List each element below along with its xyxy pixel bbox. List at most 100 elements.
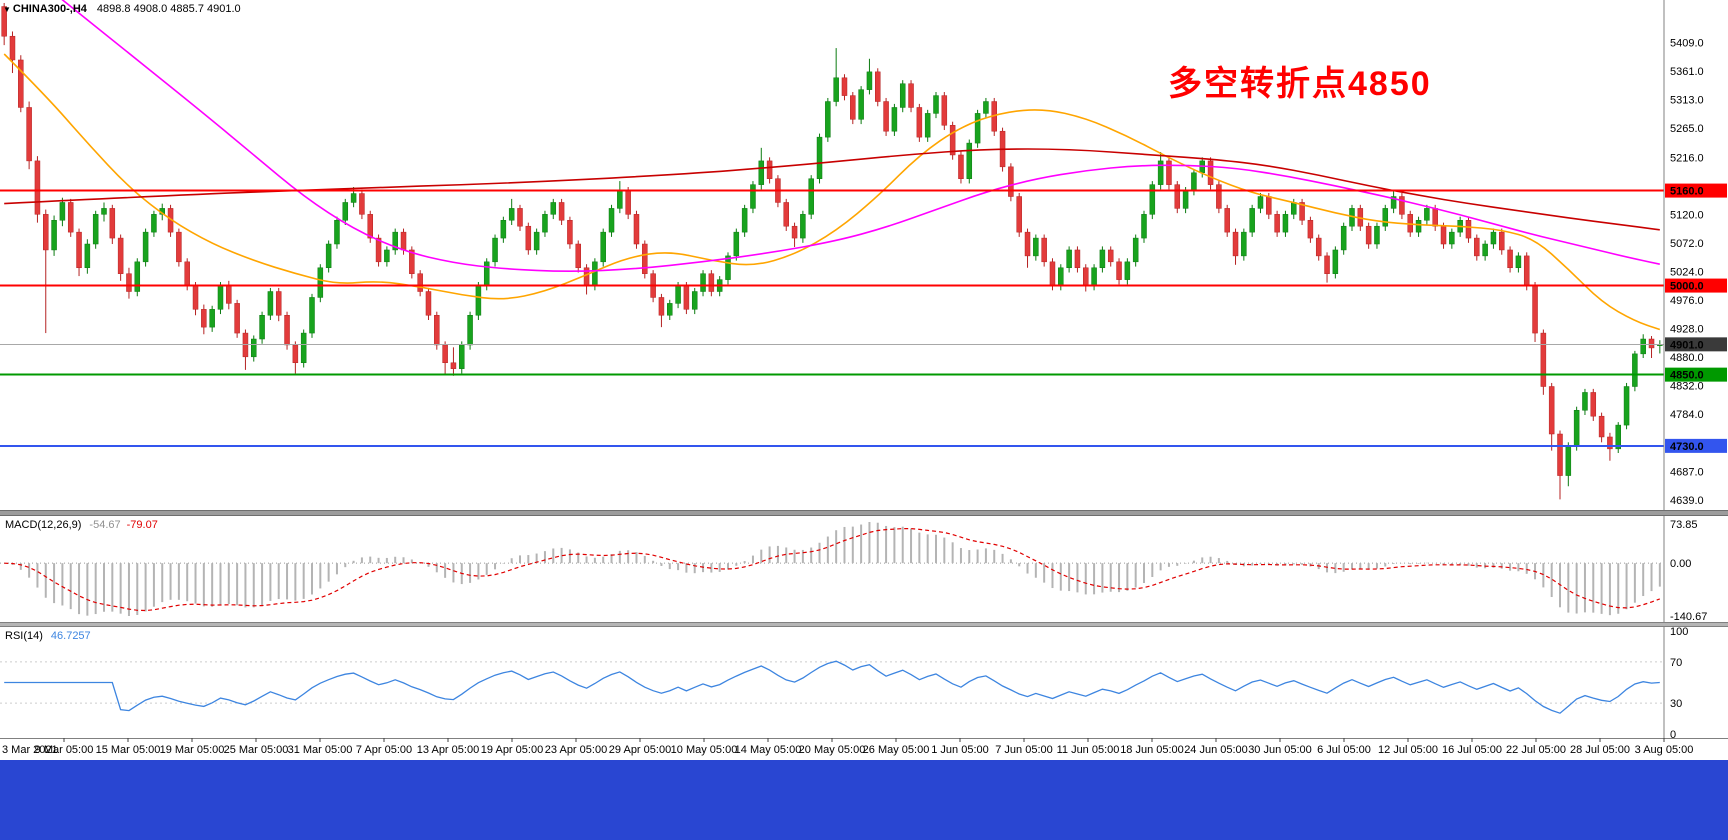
time-label: 12 Jul 05:00 <box>1378 744 1438 756</box>
time-label: 23 Apr 05:00 <box>545 744 607 756</box>
price-label: 4976.0 <box>1670 295 1704 307</box>
price-badge <box>1665 337 1727 352</box>
candle <box>708 273 715 292</box>
candle <box>1523 255 1530 286</box>
candle <box>908 83 914 108</box>
panel-separator[interactable] <box>0 510 1728 516</box>
candle <box>642 243 648 274</box>
candle <box>26 107 32 162</box>
time-label: 24 Jun 05:00 <box>1184 744 1248 756</box>
candle <box>134 261 141 292</box>
candle <box>1382 208 1389 227</box>
price-label: 5409.0 <box>1670 38 1704 50</box>
candle <box>142 231 149 263</box>
candle <box>251 338 257 358</box>
macd-histogram <box>11 522 1661 616</box>
candle <box>1216 184 1222 209</box>
candle <box>1266 196 1272 215</box>
candle <box>766 160 773 179</box>
time-label: 25 Mar 05:00 <box>224 744 289 756</box>
macd-indicator-label: MACD(12,26,9) -54.67 -79.07 <box>5 519 158 531</box>
candle <box>450 362 457 369</box>
candle <box>409 249 415 274</box>
candle <box>176 231 182 263</box>
candle <box>1008 166 1014 197</box>
time-label: 7 Apr 05:00 <box>356 744 412 756</box>
candle <box>1482 243 1488 257</box>
candle <box>1440 225 1447 245</box>
price-label: 5024.0 <box>1670 266 1704 278</box>
time-label: 3 Aug 05:00 <box>1635 744 1694 756</box>
time-label: 14 May 05:00 <box>735 744 802 756</box>
time-label: 1 Jun 05:00 <box>931 744 989 756</box>
time-label: 28 Jul 05:00 <box>1570 744 1630 756</box>
candle <box>467 315 473 346</box>
price-panel[interactable] <box>1 0 1663 500</box>
panel-separator[interactable] <box>0 622 1728 627</box>
time-label: 6 Jul 05:00 <box>1317 744 1371 756</box>
candle <box>608 208 615 233</box>
ma-orange-line <box>3 53 1661 331</box>
candle <box>916 107 923 138</box>
candle <box>242 332 249 358</box>
candle <box>192 285 199 310</box>
price-badge-label: 4730.0 <box>1670 441 1704 453</box>
candle <box>691 291 698 310</box>
candle <box>667 303 673 316</box>
candle <box>59 202 66 221</box>
candle <box>1091 267 1097 286</box>
candle <box>1598 415 1605 438</box>
candle <box>1 6 7 37</box>
candle <box>875 71 881 102</box>
candle <box>1490 231 1497 245</box>
candle <box>758 160 765 185</box>
candle <box>1424 208 1430 221</box>
candle <box>1058 267 1064 286</box>
time-label: 30 Jun 05:00 <box>1248 744 1312 756</box>
time-label: 20 May 05:00 <box>799 744 866 756</box>
price-badge <box>1665 183 1727 198</box>
time-label: 15 Mar 05:00 <box>96 744 161 756</box>
candle <box>500 220 507 239</box>
candle <box>508 208 515 221</box>
candle <box>1124 261 1131 280</box>
candle <box>1390 196 1397 209</box>
candle <box>533 231 540 251</box>
price-badge <box>1665 367 1727 382</box>
candle <box>1291 202 1297 215</box>
candle <box>275 291 282 316</box>
candle <box>1099 249 1106 269</box>
candle <box>1307 220 1314 239</box>
price-label: 4687.0 <box>1670 466 1704 478</box>
candle <box>483 261 490 286</box>
candle <box>84 243 91 269</box>
candle <box>974 113 981 144</box>
rsi-scale-label: 0 <box>1670 729 1676 741</box>
candle <box>808 178 814 215</box>
candle <box>1174 184 1181 209</box>
candle <box>1374 225 1380 245</box>
candle <box>1432 208 1438 227</box>
candle <box>1083 267 1089 286</box>
candle <box>1415 220 1422 233</box>
candle <box>800 214 806 239</box>
candle <box>966 142 973 179</box>
candle <box>201 309 207 328</box>
symbol-info: ▼ CHINA300-,H4 4898.8 4908.0 4885.7 4901.0 <box>3 3 241 15</box>
candle <box>1515 255 1522 269</box>
candle <box>459 344 465 369</box>
candlestick-chart[interactable]: 5409.0 5361.0 5313.0 5265.0 5216.0 5120.0 5072… <box>0 0 1728 760</box>
candle <box>259 315 265 340</box>
candle <box>1632 353 1638 387</box>
candle <box>525 225 532 251</box>
price-badge <box>1665 438 1727 453</box>
candle <box>51 220 57 251</box>
candle <box>1107 249 1114 263</box>
candle <box>941 95 948 126</box>
candle <box>575 243 581 269</box>
ohlc-values: 4898.8 4908.0 4885.7 4901.0 <box>96 3 241 15</box>
candle <box>1207 160 1214 185</box>
price-badge-label: 4850.0 <box>1670 370 1704 382</box>
candle <box>1149 184 1156 215</box>
candle <box>791 225 798 239</box>
